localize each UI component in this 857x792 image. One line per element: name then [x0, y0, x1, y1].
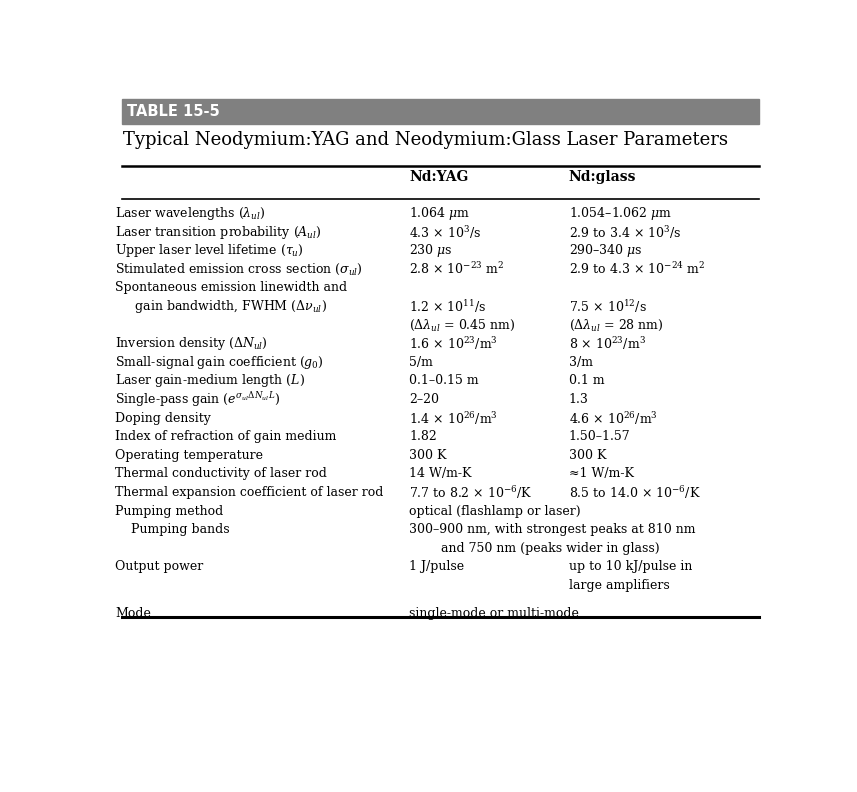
Text: Index of refraction of gain medium: Index of refraction of gain medium — [115, 430, 337, 444]
Text: 2.9 to 4.3 × 10$^{-24}$ m$^2$: 2.9 to 4.3 × 10$^{-24}$ m$^2$ — [569, 261, 705, 277]
Text: 8 × 10$^{23}$/m$^3$: 8 × 10$^{23}$/m$^3$ — [569, 335, 645, 352]
Text: 0.1 m: 0.1 m — [569, 375, 604, 387]
Text: 1.054–1.062 $\mu$m: 1.054–1.062 $\mu$m — [569, 205, 672, 222]
Text: 14 W/m-K: 14 W/m-K — [410, 467, 472, 481]
Text: Inversion density ($\Delta N_{ul}$): Inversion density ($\Delta N_{ul}$) — [115, 335, 268, 352]
Text: 2–20: 2–20 — [410, 393, 440, 406]
Text: 300 K: 300 K — [410, 449, 446, 462]
Text: Pumping bands: Pumping bands — [115, 524, 230, 536]
Text: Stimulated emission cross section ($\sigma_{ul}$): Stimulated emission cross section ($\sig… — [115, 261, 363, 277]
Text: Nd:glass: Nd:glass — [569, 170, 636, 184]
Text: 2.9 to 3.4 × 10$^3$/s: 2.9 to 3.4 × 10$^3$/s — [569, 223, 681, 241]
Text: Thermal conductivity of laser rod: Thermal conductivity of laser rod — [115, 467, 327, 481]
Text: 7.7 to 8.2 × 10$^{-6}$/K: 7.7 to 8.2 × 10$^{-6}$/K — [410, 484, 533, 501]
Text: 2.8 × 10$^{-23}$ m$^2$: 2.8 × 10$^{-23}$ m$^2$ — [410, 261, 505, 277]
Text: large amplifiers: large amplifiers — [569, 579, 669, 592]
Text: Laser wavelengths ($\lambda_{ul}$): Laser wavelengths ($\lambda_{ul}$) — [115, 205, 266, 222]
Text: Single-pass gain ($e^{\sigma_{ul}\Delta N_{ul}L}$): Single-pass gain ($e^{\sigma_{ul}\Delta … — [115, 390, 280, 409]
Text: ($\Delta\lambda_{ul}$ = 0.45 nm): ($\Delta\lambda_{ul}$ = 0.45 nm) — [410, 318, 516, 333]
Text: 1.064 $\mu$m: 1.064 $\mu$m — [410, 205, 470, 222]
Text: 1.2 × 10$^{11}$/s: 1.2 × 10$^{11}$/s — [410, 298, 487, 315]
Text: and 750 nm (peaks wider in glass): and 750 nm (peaks wider in glass) — [410, 542, 660, 555]
Text: Laser gain-medium length ($L$): Laser gain-medium length ($L$) — [115, 372, 305, 390]
Text: Thermal expansion coefficient of laser rod: Thermal expansion coefficient of laser r… — [115, 486, 383, 499]
Text: Spontaneous emission linewidth and: Spontaneous emission linewidth and — [115, 281, 347, 295]
Text: 1.3: 1.3 — [569, 393, 589, 406]
Text: 1.6 × 10$^{23}$/m$^3$: 1.6 × 10$^{23}$/m$^3$ — [410, 335, 498, 352]
Text: up to 10 kJ/pulse in: up to 10 kJ/pulse in — [569, 561, 692, 573]
Text: 3/m: 3/m — [569, 356, 593, 369]
Text: 7.5 × 10$^{12}$/s: 7.5 × 10$^{12}$/s — [569, 298, 646, 315]
Text: 8.5 to 14.0 × 10$^{-6}$/K: 8.5 to 14.0 × 10$^{-6}$/K — [569, 484, 700, 501]
Text: 1.82: 1.82 — [410, 430, 437, 444]
Text: TABLE 15-5: TABLE 15-5 — [127, 104, 219, 119]
Text: Nd:YAG: Nd:YAG — [410, 170, 469, 184]
Text: Output power: Output power — [115, 561, 203, 573]
Bar — [122, 99, 759, 124]
Text: Operating temperature: Operating temperature — [115, 449, 263, 462]
Text: Mode: Mode — [115, 607, 151, 620]
Text: Laser transition probability ($A_{ul}$): Laser transition probability ($A_{ul}$) — [115, 223, 321, 241]
Text: 5/m: 5/m — [410, 356, 433, 369]
Text: 1.4 × 10$^{26}$/m$^3$: 1.4 × 10$^{26}$/m$^3$ — [410, 409, 498, 427]
Text: Typical Neodymium:YAG and Neodymium:Glass Laser Parameters: Typical Neodymium:YAG and Neodymium:Glas… — [123, 131, 728, 149]
Text: Pumping method: Pumping method — [115, 505, 224, 518]
Text: 4.3 × 10$^3$/s: 4.3 × 10$^3$/s — [410, 223, 482, 241]
Text: ≈1 W/m-K: ≈1 W/m-K — [569, 467, 633, 481]
Text: gain bandwidth, FWHM ($\Delta\nu_{ul}$): gain bandwidth, FWHM ($\Delta\nu_{ul}$) — [115, 298, 327, 315]
Text: single-mode or multi-mode: single-mode or multi-mode — [410, 607, 579, 620]
Text: 0.1–0.15 m: 0.1–0.15 m — [410, 375, 479, 387]
Text: 1.50–1.57: 1.50–1.57 — [569, 430, 631, 444]
Text: 300–900 nm, with strongest peaks at 810 nm: 300–900 nm, with strongest peaks at 810 … — [410, 524, 696, 536]
Text: 300 K: 300 K — [569, 449, 606, 462]
Text: Upper laser level lifetime ($\tau_u$): Upper laser level lifetime ($\tau_u$) — [115, 242, 304, 259]
Text: 4.6 × 10$^{26}$/m$^3$: 4.6 × 10$^{26}$/m$^3$ — [569, 409, 657, 427]
Text: 1 J/pulse: 1 J/pulse — [410, 561, 464, 573]
Text: Doping density: Doping density — [115, 412, 211, 425]
Text: optical (flashlamp or laser): optical (flashlamp or laser) — [410, 505, 581, 518]
Text: ($\Delta\lambda_{ul}$ = 28 nm): ($\Delta\lambda_{ul}$ = 28 nm) — [569, 318, 663, 333]
Text: 230 $\mu$s: 230 $\mu$s — [410, 242, 453, 259]
Text: Small-signal gain coefficient ($g_0$): Small-signal gain coefficient ($g_0$) — [115, 354, 324, 371]
Text: 290–340 $\mu$s: 290–340 $\mu$s — [569, 242, 642, 259]
